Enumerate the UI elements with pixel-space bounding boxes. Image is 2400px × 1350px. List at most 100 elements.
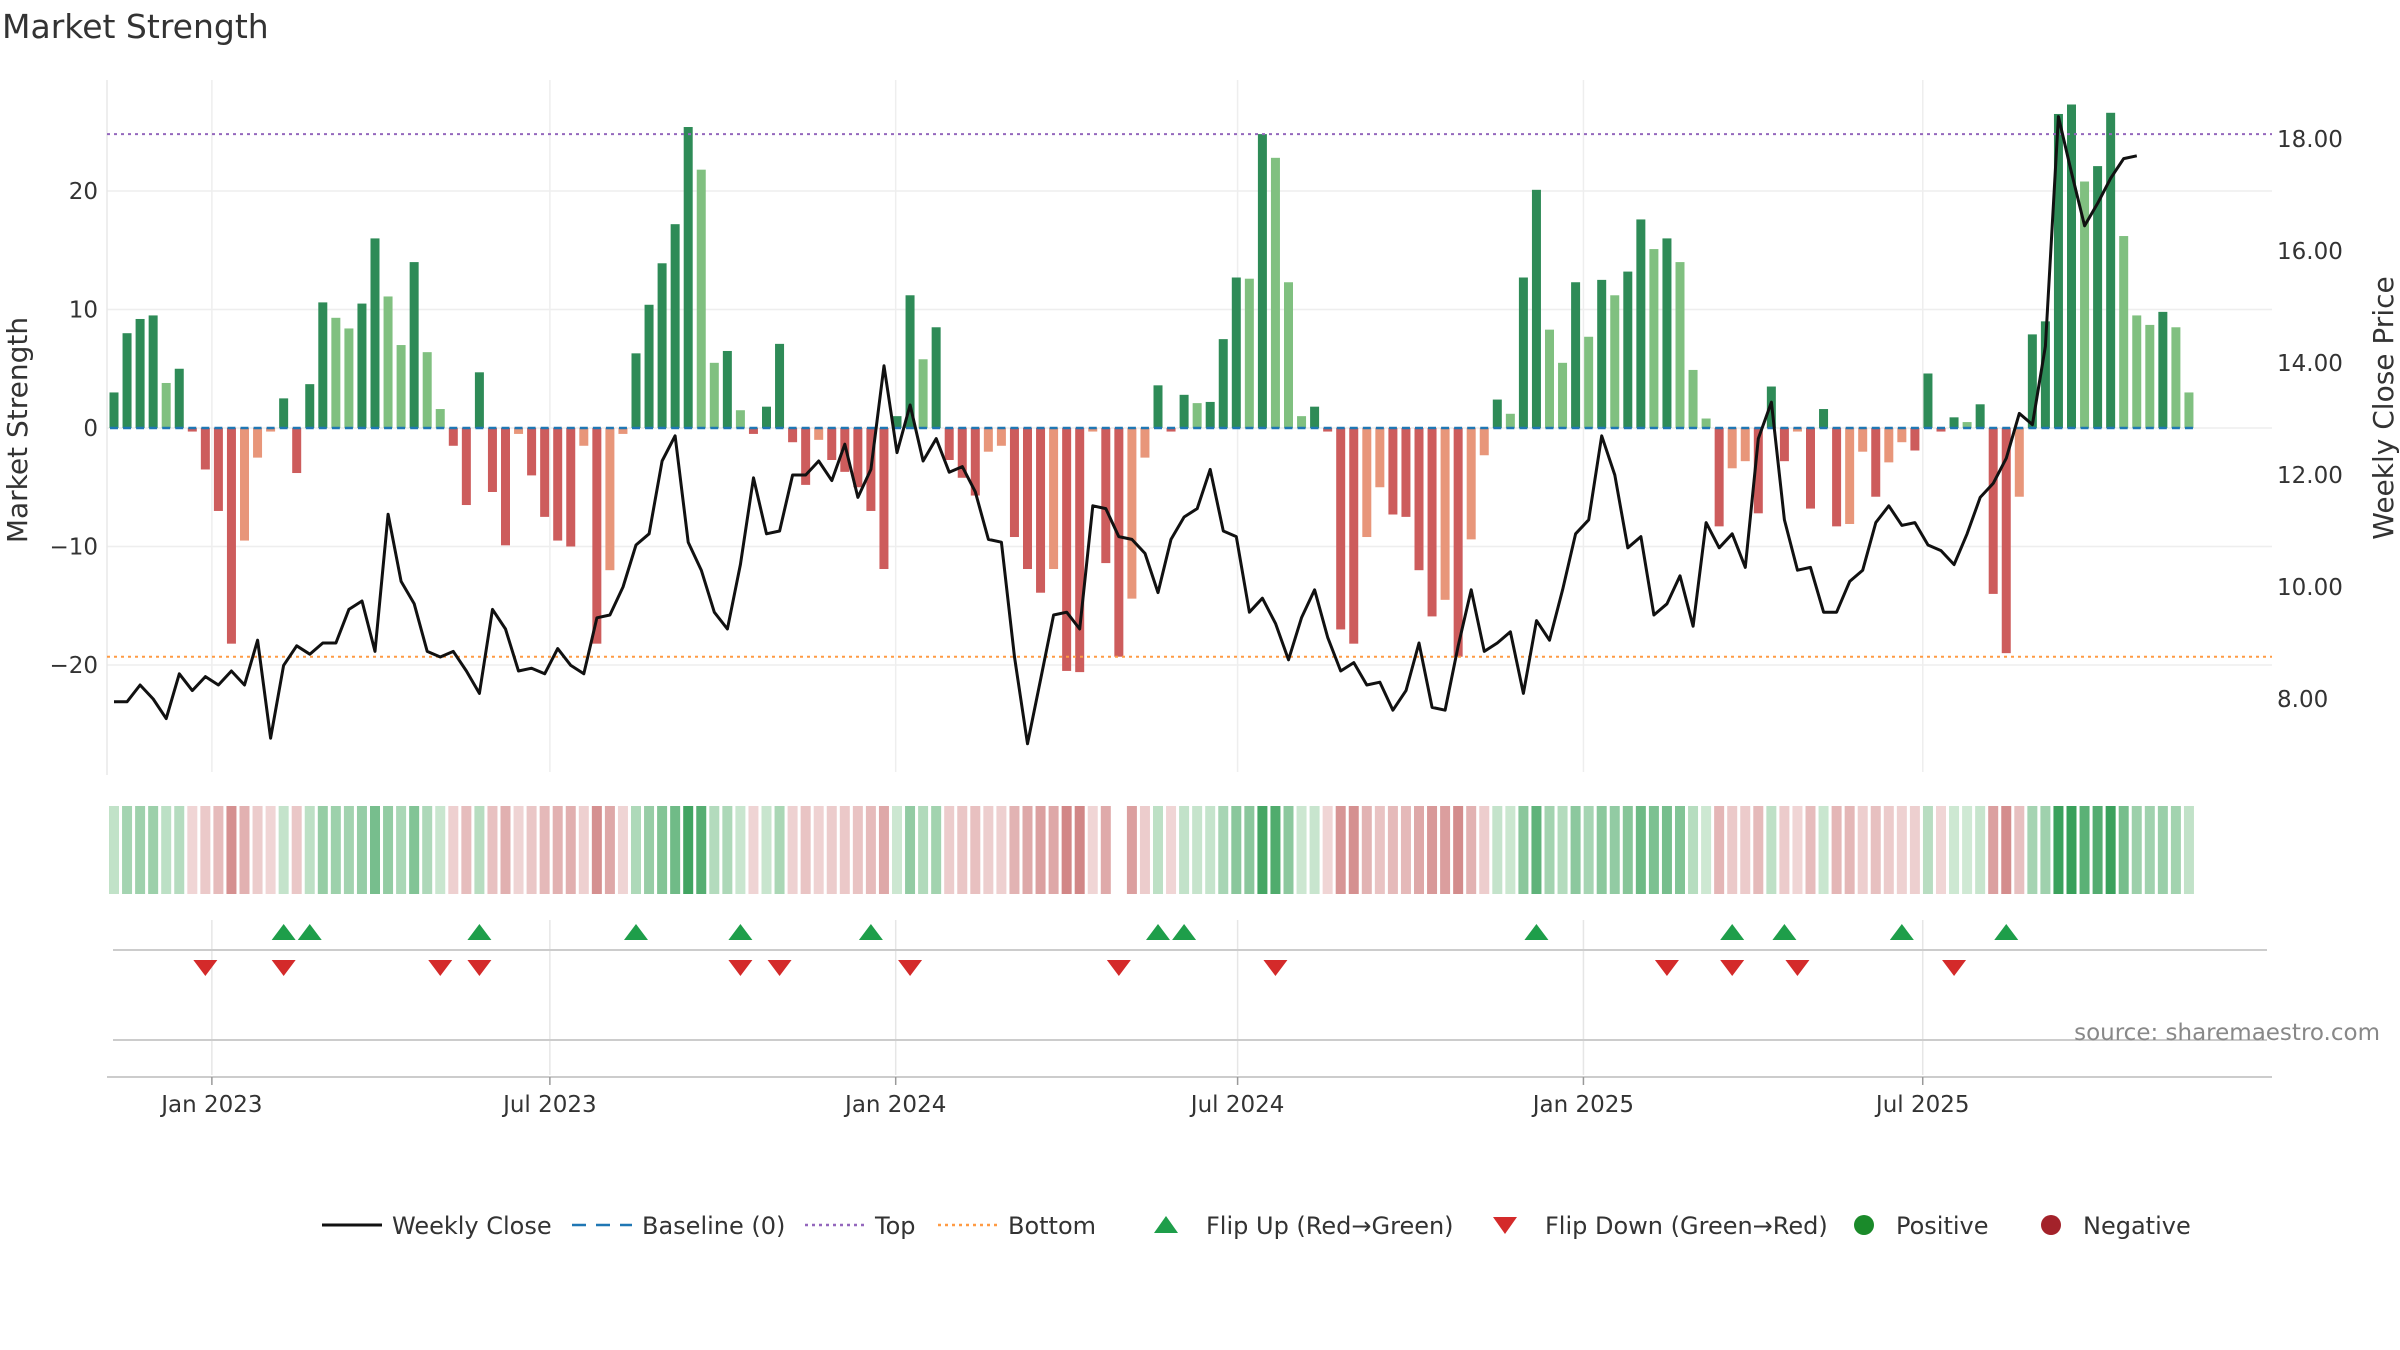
heat-cell <box>278 806 289 894</box>
strength-bar <box>409 262 419 428</box>
heat-cell <box>2157 806 2168 894</box>
strength-bar <box>592 428 602 644</box>
heat-cell <box>1466 806 1477 894</box>
heat-cell <box>1570 806 1581 894</box>
heat-cell <box>1753 806 1764 894</box>
strength-bar <box>487 428 497 492</box>
strength-bar <box>1545 329 1554 428</box>
strength-bar <box>905 295 915 428</box>
strength-bar <box>1140 428 1150 458</box>
heat-cell <box>644 806 655 894</box>
strength-bar <box>1779 428 1789 462</box>
heat-cell <box>161 806 172 894</box>
flip-down-marker <box>898 960 923 976</box>
x-tick-label: Jul 2023 <box>501 1092 597 1118</box>
heat-cell <box>670 806 681 894</box>
strength-bar <box>1701 418 1711 428</box>
strength-bar <box>1832 428 1842 527</box>
heat-cell <box>617 806 628 894</box>
heat-cell <box>1896 806 1907 894</box>
strength-bar <box>1401 428 1411 517</box>
strength-bar <box>331 317 341 428</box>
legend: Weekly Close Baseline (0) Top Bottom Flip Up… <box>322 1212 2191 1240</box>
heat-cell <box>474 806 485 894</box>
heat-cell <box>696 806 707 894</box>
flip-up-marker <box>1720 924 1745 940</box>
strength-bar <box>266 428 276 432</box>
strength-bar <box>1453 428 1463 657</box>
heat-cell <box>1009 806 1020 894</box>
strength-bar <box>1088 428 1098 432</box>
heat-cell <box>1779 806 1790 894</box>
heat-cell <box>2170 806 2181 894</box>
heat-cell <box>317 806 328 894</box>
strength-bar <box>370 238 380 428</box>
heat-cell <box>2092 806 2103 894</box>
heat-cell <box>826 806 837 894</box>
strength-bar <box>1101 428 1111 564</box>
flip-up-marker <box>728 924 753 940</box>
heat-cell <box>1361 806 1372 894</box>
y2-tick-label: 12.00 <box>2277 463 2343 489</box>
heat-cell <box>722 806 733 894</box>
strength-bar <box>2040 321 2050 428</box>
x-tick-label: Jan 2023 <box>159 1092 262 1118</box>
x-axis: Jan 2023 Jul 2023 Jan 2024 Jul 2024 Jan 2025… <box>107 1076 2272 1118</box>
heat-cell <box>735 806 746 894</box>
strength-bar <box>109 392 119 428</box>
heat-cell <box>448 806 459 894</box>
flip-down-marker <box>1263 960 1288 976</box>
flip-up-marker <box>858 924 883 940</box>
strength-bar <box>1205 401 1215 428</box>
strength-bar <box>383 296 393 428</box>
heat-cell <box>1635 806 1646 894</box>
strength-bar <box>135 318 145 428</box>
strength-bar <box>827 428 837 460</box>
strength-bar <box>1975 404 1985 428</box>
heat-cell <box>1244 806 1255 894</box>
y-tick-label: 0 <box>83 416 98 442</box>
heat-cell <box>657 806 668 894</box>
flip-down-marker <box>1785 960 1810 976</box>
weekly-close-series <box>114 115 2138 746</box>
heat-cell <box>631 806 641 894</box>
heat-cell <box>1727 806 1738 894</box>
heat-cell <box>748 806 759 894</box>
flip-up-marker <box>1772 924 1797 940</box>
legend-circle-icon <box>1854 1215 1874 1235</box>
strength-bar <box>1009 428 1019 538</box>
strength-bar <box>748 428 758 434</box>
heat-cell <box>957 806 968 894</box>
strength-bar <box>1884 428 1894 463</box>
heat-cell <box>148 806 159 894</box>
strength-bar <box>644 304 654 428</box>
strength-bar <box>996 428 1006 446</box>
legend-label: Negative <box>2083 1212 2191 1240</box>
weekly-close-line <box>114 115 2138 746</box>
strength-bar <box>148 315 158 428</box>
strength-bar <box>722 350 732 428</box>
heat-cell <box>1270 806 1281 894</box>
strength-bar <box>788 428 798 443</box>
strength-bar <box>1062 428 1072 671</box>
heat-cell <box>500 806 511 894</box>
heat-cell <box>1740 806 1751 894</box>
heat-cell <box>931 806 942 894</box>
strength-bar <box>318 302 328 428</box>
heat-cell <box>1962 806 1973 894</box>
heat-cell <box>2053 806 2064 894</box>
heat-cell <box>1179 806 1190 894</box>
strength-bar <box>957 428 967 478</box>
heat-cell <box>252 806 263 894</box>
strength-bar <box>2053 113 2063 428</box>
heat-cell <box>918 806 929 894</box>
strength-bar <box>174 368 184 428</box>
heat-cell <box>1374 806 1385 894</box>
flip-up-marker <box>1889 924 1914 940</box>
strength-bar <box>931 327 941 428</box>
flip-up-marker <box>1524 924 1549 940</box>
heat-cell <box>591 806 602 894</box>
heat-cell <box>226 806 237 894</box>
strength-bar <box>527 428 537 476</box>
heat-cell <box>1766 806 1777 894</box>
